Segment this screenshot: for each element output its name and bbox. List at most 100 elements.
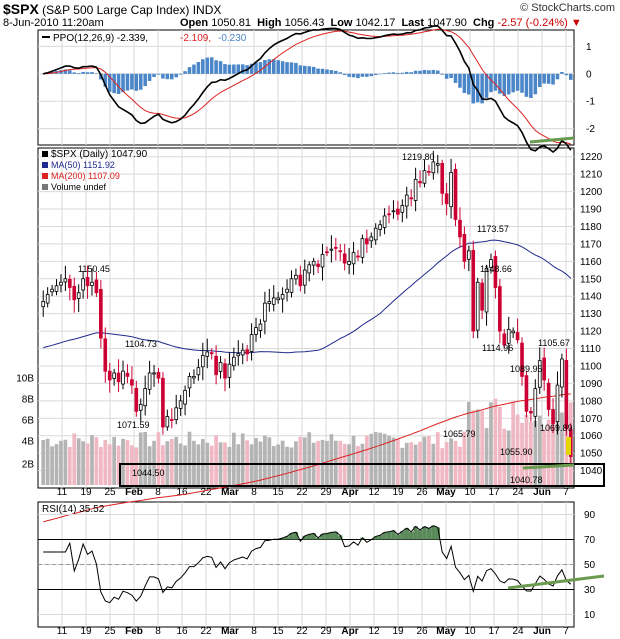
ppo-histogram-bar (214, 60, 218, 74)
volume-bar (435, 432, 440, 485)
volume-bar (125, 440, 130, 485)
ma50-line (43, 239, 572, 354)
ppo-histogram-bar (254, 62, 258, 74)
ppo-histogram-bar (285, 62, 289, 74)
ppo-histogram-bar (121, 73, 125, 93)
rsi-overbought-fill (329, 532, 334, 540)
candle-body (152, 372, 156, 375)
ppo-histogram-bar (444, 73, 449, 79)
volume-bar (121, 438, 125, 485)
rsi-overbought-fill (311, 533, 316, 540)
ppo-histogram-bar (152, 73, 156, 77)
ppo-histogram-bar (156, 73, 161, 75)
ppo-histogram-bar (325, 69, 329, 74)
volume-bar (537, 415, 542, 485)
volume-bar (50, 446, 54, 485)
volume-bar (462, 431, 467, 485)
candle-body (205, 351, 210, 357)
ppo-histogram-bar (515, 73, 520, 91)
date-tick-label: 16 (176, 626, 188, 637)
volume-bar (271, 445, 276, 485)
volume-bar (555, 413, 560, 485)
ppo-histogram-bar (462, 73, 467, 94)
volume-bar (307, 432, 312, 485)
price-annotation: 1114.96 (482, 343, 513, 353)
ppo-histogram-bar (147, 73, 152, 81)
ppo-histogram-bar (365, 73, 369, 77)
volume-bar (107, 444, 112, 485)
exchange: INDX (192, 3, 222, 17)
ppo-histogram-bar (94, 73, 99, 74)
candle-body (134, 387, 139, 412)
price-annotation: 1040.78 (510, 475, 543, 485)
ppo-histogram-bar (72, 72, 77, 74)
ppo-histogram-bar (400, 72, 405, 74)
volume-bar (267, 437, 272, 485)
candle-body (156, 372, 161, 379)
ppo-histogram-bar (449, 73, 453, 79)
quote-bar: Open 1050.81 High 1056.43 Low 1042.17 La… (180, 17, 582, 29)
candle-body (280, 294, 285, 300)
ppo-histogram-bar (484, 73, 489, 98)
price-annotation: 1148.66 (480, 264, 512, 274)
chg-value: -2.57 (-0.24%) (497, 17, 568, 29)
rsi-overbought-fill (431, 525, 436, 540)
rsi-tick-label: 70 (584, 535, 596, 546)
ppo-histogram-bar (107, 73, 112, 92)
price-tick-label: 1070 (580, 414, 603, 425)
index-name: (S&P 500 Large Cap Index) (42, 3, 190, 17)
candle-body (112, 372, 116, 379)
ppo-histogram-bar (369, 73, 374, 77)
volume-bar (515, 414, 520, 485)
candle-body (555, 384, 560, 422)
date-tick-label: Feb (125, 487, 143, 498)
volume-bar (138, 432, 143, 485)
price-tick-label: 1090 (580, 379, 603, 390)
volume-bar (551, 422, 555, 485)
candle-body (94, 279, 99, 294)
volume-bar (41, 440, 46, 485)
candle-body (311, 260, 316, 266)
ppo-histogram-bar (564, 73, 569, 76)
ppo-histogram-bar (422, 70, 427, 74)
candle-body (298, 274, 303, 287)
candle-body (333, 246, 338, 249)
date-tick-label: Feb (125, 626, 143, 637)
ppo-histogram-bar (187, 67, 192, 74)
date-tick-label: 12 (368, 626, 380, 637)
candle-body (338, 250, 343, 253)
ppo-histogram-bar (396, 72, 400, 74)
volume-bar (192, 440, 196, 485)
candle-body (249, 334, 254, 352)
price-legend-swatch (42, 162, 48, 168)
price-tick-label: 1140 (580, 292, 602, 303)
rsi-overbought-fill (307, 534, 312, 540)
chg-down-icon: ▼ (570, 17, 582, 29)
ppo-histogram-bar (178, 73, 183, 75)
ppo-histogram-bar (489, 73, 493, 93)
panel-frame-0 (37, 29, 575, 146)
price-tick-label: 1130 (580, 309, 602, 320)
ppo-histogram-bar (471, 73, 476, 104)
volume-tick-label: 6B (22, 416, 35, 427)
ppo-histogram-bar (537, 73, 542, 88)
price-tick-label: 1190 (580, 205, 602, 216)
candle-body (360, 238, 365, 258)
open-label: Open (180, 17, 209, 29)
ppo-histogram-bar (347, 73, 351, 77)
candle-body (196, 367, 201, 376)
volume-bar (533, 420, 538, 485)
volume-bar (506, 430, 511, 485)
rsi-overbought-fill (391, 530, 396, 540)
candle-body (307, 264, 312, 274)
ppo-histogram-bar (90, 72, 94, 74)
price-legend-text: MA(200) 1107.09 (51, 171, 120, 181)
candle-body (294, 274, 298, 280)
ppo-signal-legend: -2.109, (180, 33, 211, 44)
candle-body (564, 359, 569, 430)
rsi-overbought-fill (417, 529, 423, 540)
volume-bar (325, 440, 329, 485)
rsi-overbought-fill (320, 534, 325, 540)
high-label: High (257, 17, 282, 29)
date-tick-label: 25 (104, 626, 116, 637)
